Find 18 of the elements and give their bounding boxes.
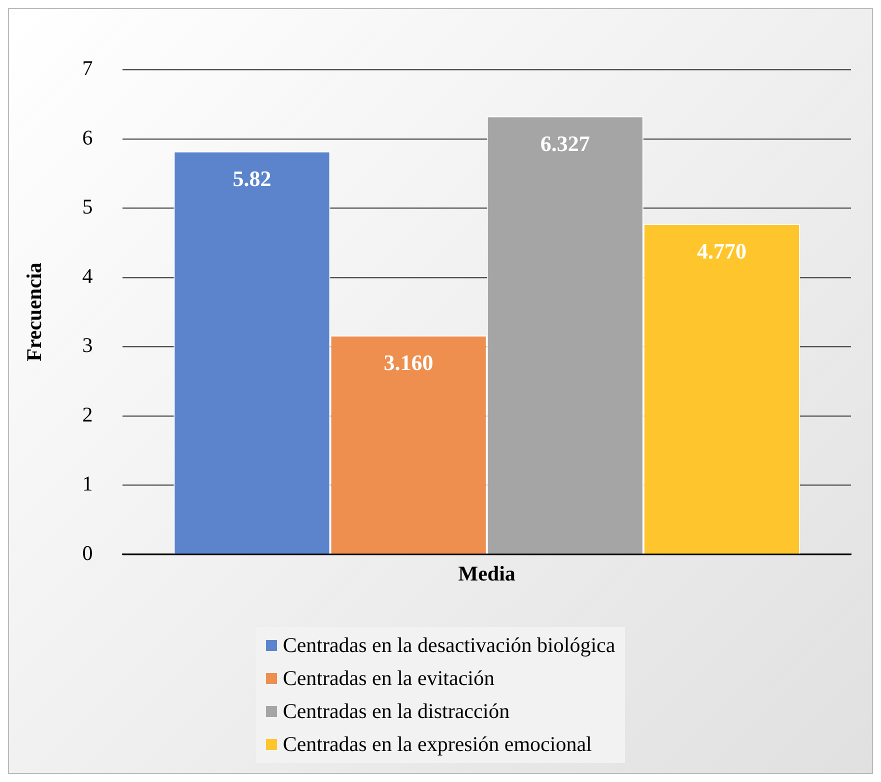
- data-label: 3.160: [384, 350, 434, 376]
- legend-label: Centradas en la evitación: [282, 666, 494, 691]
- data-label: 4.770: [696, 238, 746, 264]
- legend-label: Centradas en la desactivación biológica: [282, 633, 616, 658]
- y-tick-label: 5: [82, 194, 93, 219]
- y-tick-label: 0: [82, 540, 93, 565]
- y-tick-label: 1: [82, 472, 93, 496]
- y-tick-label: 3: [82, 333, 93, 358]
- x-tick-label: Media: [458, 561, 516, 586]
- data-label: 6.327: [540, 130, 590, 156]
- legend-label: Centradas en la expresión emocional: [282, 732, 592, 757]
- y-tick-label: 6: [82, 125, 93, 150]
- y-tick-label: 7: [82, 56, 93, 80]
- data-label: 5.82: [232, 166, 272, 192]
- y-axis-title: Frecuencia: [22, 262, 46, 362]
- y-tick-label: 2: [82, 402, 93, 426]
- legend-label: Centradas en la distracción: [282, 699, 510, 724]
- y-tick-label: 4: [82, 264, 94, 288]
